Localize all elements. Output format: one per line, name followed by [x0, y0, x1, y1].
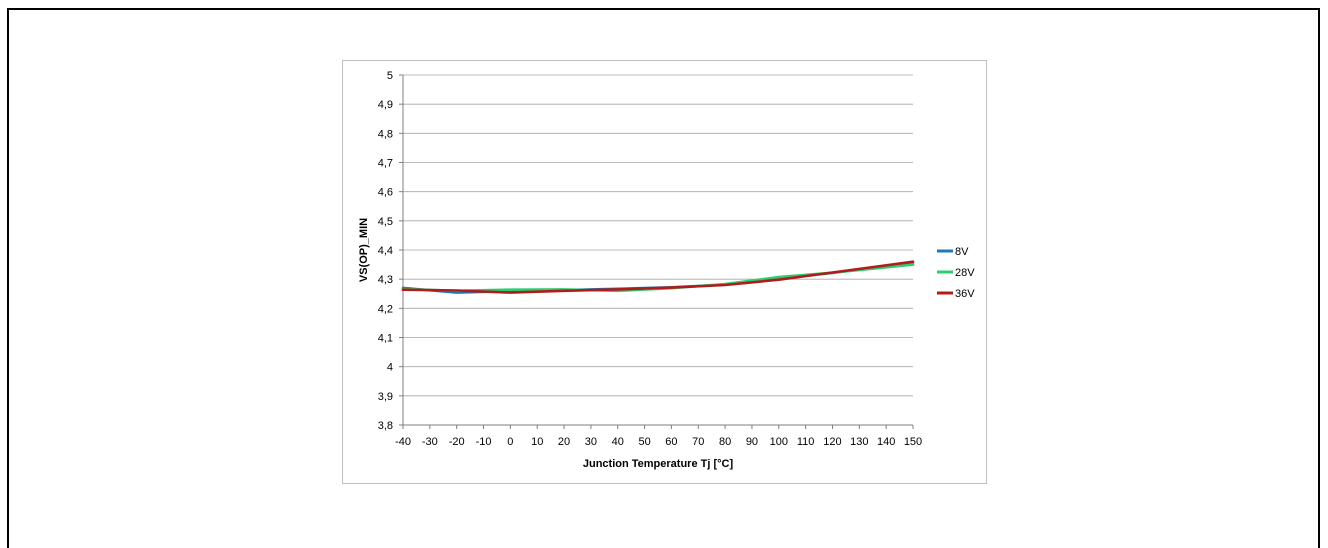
y-tick-label: 4,3	[378, 274, 393, 286]
legend-label-28v: 28V	[955, 267, 975, 279]
page-frame	[7, 8, 1320, 548]
line-chart: 3,8 3,9 4 4,1 4,2 4,3 4,4 4,5 4,6 4,7 4,8 4,9 5 -40 -3…	[358, 70, 975, 470]
y-tick-label: 4,4	[378, 245, 393, 257]
x-tick-label: 30	[585, 436, 597, 448]
y-tick-label: 3,8	[378, 420, 393, 432]
y-tick-label: 4,2	[378, 303, 393, 315]
x-tick-label: 150	[904, 436, 922, 448]
x-tick-label: 60	[665, 436, 677, 448]
x-tick-label: -20	[449, 436, 465, 448]
x-tick-label: 110	[797, 436, 815, 448]
y-tick-label: 4,8	[378, 128, 393, 140]
chart-container: 3,8 3,9 4 4,1 4,2 4,3 4,4 4,5 4,6 4,7 4,8 4,9 5 -40 -3…	[342, 60, 987, 484]
x-tick-label: 10	[531, 436, 543, 448]
x-axis-title: Junction Temperature Tj [°C]	[583, 458, 734, 470]
y-tick-label: 4,5	[378, 216, 393, 228]
y-tick-label: 4	[387, 362, 393, 374]
series-line-36v	[401, 260, 915, 294]
y-tick-label: 5	[387, 70, 393, 82]
x-tick-label: -10	[476, 436, 492, 448]
x-tick-label: 50	[638, 436, 650, 448]
legend-label-8v: 8V	[955, 246, 969, 258]
x-tick-label: 130	[850, 436, 868, 448]
y-tick-label: 4,1	[378, 333, 393, 345]
y-axis-title: VS(OP)_MIN	[358, 218, 370, 282]
x-tick-label: 90	[746, 436, 758, 448]
x-tick-label: 40	[612, 436, 624, 448]
x-tick-label: -30	[422, 436, 438, 448]
x-tick-label: 0	[507, 436, 513, 448]
x-tick-label: 80	[719, 436, 731, 448]
x-tick-label: 100	[770, 436, 788, 448]
x-tick-label: -40	[395, 436, 411, 448]
x-tick-label: 20	[558, 436, 570, 448]
x-tick-label: 70	[692, 436, 704, 448]
y-tick-label: 3,9	[378, 391, 393, 403]
y-tick-label: 4,6	[378, 187, 393, 199]
x-tick-label: 120	[823, 436, 841, 448]
legend-label-36v: 36V	[955, 288, 975, 300]
x-tick-label: 140	[877, 436, 895, 448]
y-tick-label: 4,7	[378, 158, 393, 170]
y-tick-label: 4,9	[378, 99, 393, 111]
